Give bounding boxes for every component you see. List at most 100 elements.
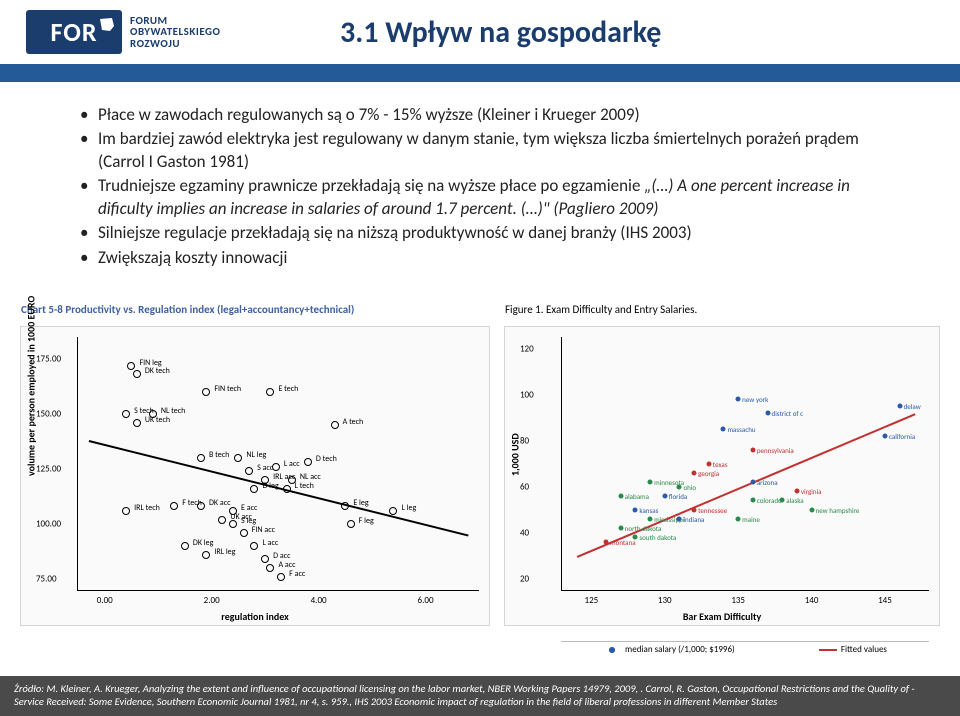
data-point (197, 502, 205, 510)
data-point (794, 489, 799, 494)
logo-poland-icon (98, 16, 116, 34)
data-point (347, 520, 355, 528)
data-point (618, 525, 623, 530)
data-point-label: montana (610, 538, 636, 547)
data-point (197, 454, 205, 462)
data-point-label: colorado (757, 496, 782, 505)
axis-ytick: 75.00 (36, 574, 57, 585)
axis-ytick: 40 (520, 527, 529, 538)
data-point (677, 516, 682, 521)
data-point-label: north dakota (625, 524, 662, 533)
data-point (341, 502, 349, 510)
data-point-label: south dakota (639, 533, 676, 542)
fit-line (576, 413, 914, 557)
chart-left-title: Chart 5-8 Productivity vs. Regulation in… (21, 303, 354, 316)
logo-text-3: ROZWOJU (130, 38, 220, 50)
axis-ytick: 20 (520, 573, 529, 584)
data-point (618, 493, 623, 498)
footer-citation: Źródło: M. Kleiner, A. Krueger, Analyzin… (0, 676, 960, 716)
data-point (648, 479, 653, 484)
legend-swatch (603, 646, 621, 654)
data-point-label: alaska (786, 496, 803, 505)
axis-xtick: 125 (585, 595, 599, 606)
chart-left-xlabel: regulation index (221, 610, 288, 623)
data-point (897, 404, 902, 409)
bullet-item: Im bardziej zawód elektryka jest regulow… (80, 128, 900, 173)
figures-row: Chart 5-8 Productivity vs. Regulation in… (20, 326, 940, 626)
axis-ytick: 80 (520, 435, 529, 446)
data-point (122, 410, 130, 418)
axis-xtick: 130 (658, 595, 672, 606)
axis-xtick: 135 (731, 595, 745, 606)
data-point-label: maine (742, 515, 760, 524)
data-point-label: L acc (262, 538, 278, 548)
data-point-label: DK leg (193, 538, 213, 548)
axis-xtick: 0.00 (97, 595, 113, 606)
chart-right-legend: median salary (/1,000; $1996) Fitted valu… (561, 641, 929, 655)
data-point-label: florida (669, 492, 687, 501)
logo-mark: FOR (26, 10, 122, 54)
data-point-label: D leg (262, 481, 278, 491)
data-point-label: NL leg (246, 450, 266, 460)
data-point (202, 551, 210, 559)
data-point (245, 467, 253, 475)
bullet-item: Trudniejsze egzaminy prawnicze przekłada… (80, 175, 900, 220)
data-point-label: pennsylvania (757, 446, 794, 455)
data-point (750, 479, 755, 484)
axis-ytick: 175.00 (36, 354, 61, 365)
data-point (272, 463, 280, 471)
data-point (266, 388, 274, 396)
data-point-label: DK acc (209, 498, 230, 508)
data-point (133, 370, 141, 378)
data-point-label: indiana (683, 515, 704, 524)
axis-xtick: 2.00 (204, 595, 220, 606)
data-point-label: S acc (257, 463, 273, 473)
header-bar: FOR FORUM OBYWATELSKIEGO ROZWOJU 3.1 Wpł… (0, 0, 960, 82)
data-point-label: IRL leg (214, 547, 235, 557)
axis-ytick: 150.00 (36, 409, 61, 420)
data-point-label: L leg (401, 503, 416, 513)
chart-left-ylabel: volume per person employed in 1000 EURO (25, 296, 38, 476)
data-point-label: IRL tech (134, 503, 160, 513)
data-point (229, 520, 237, 528)
data-point-label: virginia (801, 487, 822, 496)
data-point (677, 484, 682, 489)
axis-ytick: 120 (520, 343, 534, 354)
data-point (750, 447, 755, 452)
data-point (765, 410, 770, 415)
data-point (181, 542, 189, 550)
data-point-label: L tech (295, 481, 314, 491)
legend-item: Fitted values (819, 644, 887, 655)
chart-exam-difficulty-salaries: Figure 1. Exam Difficulty and Entry Sala… (504, 326, 940, 626)
data-point-label: FIN tech (214, 384, 241, 394)
data-point-label: texas (713, 460, 728, 469)
bullet-item: Silniejsze regulacje przekładają się na … (80, 222, 900, 244)
data-point-label: district of c (772, 409, 804, 418)
data-point (283, 485, 291, 493)
axis-xtick: 145 (878, 595, 892, 606)
data-point (633, 507, 638, 512)
data-point-label: kansas (639, 506, 658, 515)
data-point-label: A tech (343, 417, 364, 427)
data-point (389, 507, 397, 515)
chart-left-plot: 75.00100.00125.00150.00175.000.002.004.0… (77, 337, 479, 591)
data-point-label: california (889, 432, 915, 441)
logo-text: FORUM OBYWATELSKIEGO ROZWOJU (130, 15, 220, 50)
data-point (692, 507, 697, 512)
data-point (706, 461, 711, 466)
data-point (736, 516, 741, 521)
data-point-label: E tech (278, 384, 298, 394)
data-point-label: alabama (625, 492, 649, 501)
data-point (736, 397, 741, 402)
data-point (809, 507, 814, 512)
data-point (261, 555, 269, 563)
legend-label: median salary (/1,000; $1996) (625, 644, 735, 655)
data-point-label: delaw (904, 402, 921, 411)
axis-ytick: 100.00 (36, 519, 61, 530)
logo: FOR FORUM OBYWATELSKIEGO ROZWOJU (26, 10, 220, 54)
data-point (331, 421, 339, 429)
data-point-label: new york (742, 395, 768, 404)
data-point (250, 485, 258, 493)
data-point-label: new hampshire (816, 506, 860, 515)
data-point (122, 507, 130, 515)
